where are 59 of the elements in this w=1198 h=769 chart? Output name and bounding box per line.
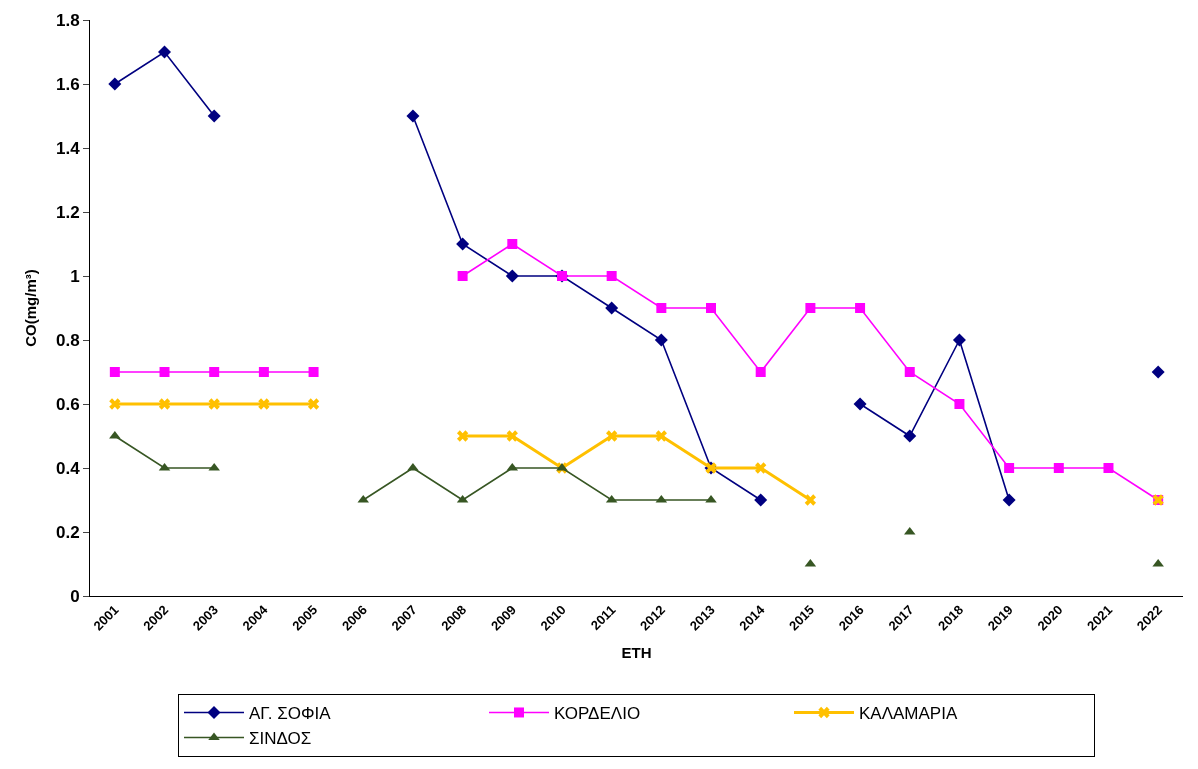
- x-axis-title: ΕΤΗ: [621, 644, 652, 662]
- point: [903, 429, 917, 443]
- point: [507, 239, 518, 249]
- point: [855, 303, 866, 313]
- point: [954, 399, 965, 409]
- point: [457, 271, 468, 281]
- point: [505, 269, 519, 283]
- legend-label: ΣΙΝΔΟΣ: [249, 729, 312, 749]
- point: [158, 398, 171, 410]
- y-tick-label: 1.6: [55, 74, 80, 94]
- point: [805, 303, 816, 313]
- point: [258, 367, 269, 377]
- point: [108, 77, 122, 91]
- point: [109, 367, 120, 377]
- point: [853, 397, 867, 411]
- point: [952, 333, 966, 347]
- y-tick-label: 0.4: [55, 458, 81, 478]
- point: [606, 271, 617, 281]
- point: [1053, 463, 1064, 473]
- point: [656, 303, 667, 313]
- point: [159, 367, 170, 377]
- y-tick-label: 0.6: [55, 394, 80, 414]
- point: [209, 367, 220, 377]
- point: [754, 493, 768, 507]
- legend-label: ΑΓ. ΣΟΦΙΑ: [249, 704, 332, 724]
- point: [258, 398, 270, 410]
- y-tick-label: 1.4: [55, 138, 81, 158]
- point: [654, 333, 668, 347]
- y-tick-label: 0.8: [55, 330, 80, 350]
- point: [208, 398, 220, 410]
- point: [456, 237, 470, 251]
- point: [755, 367, 766, 377]
- legend-label: ΚΟΡΔΕΛΙΟ: [554, 704, 641, 724]
- y-tick-label: 1.8: [55, 10, 80, 30]
- point: [706, 303, 717, 313]
- y-tick-label: 0.2: [55, 522, 80, 542]
- point: [456, 430, 469, 442]
- point: [109, 398, 121, 410]
- y-tick-label: 1.2: [55, 202, 80, 222]
- y-tick-label: 1: [70, 266, 80, 286]
- point: [207, 109, 221, 123]
- point: [158, 45, 172, 59]
- point: [406, 109, 420, 123]
- point: [1004, 463, 1015, 473]
- point: [1103, 463, 1114, 473]
- point: [904, 367, 915, 377]
- point: [755, 462, 767, 474]
- point: [1151, 365, 1165, 379]
- point: [605, 301, 619, 315]
- point: [506, 430, 518, 442]
- point: [606, 430, 618, 442]
- point: [307, 398, 320, 410]
- point: [804, 494, 817, 506]
- y-axis-title: CO(mg/m³): [22, 269, 40, 347]
- point: [1002, 493, 1016, 507]
- y-tick-label: 0: [70, 586, 80, 606]
- legend-label: ΚΑΛΑΜΑΡΙΑ: [859, 704, 958, 724]
- point: [655, 430, 667, 442]
- point: [308, 367, 319, 377]
